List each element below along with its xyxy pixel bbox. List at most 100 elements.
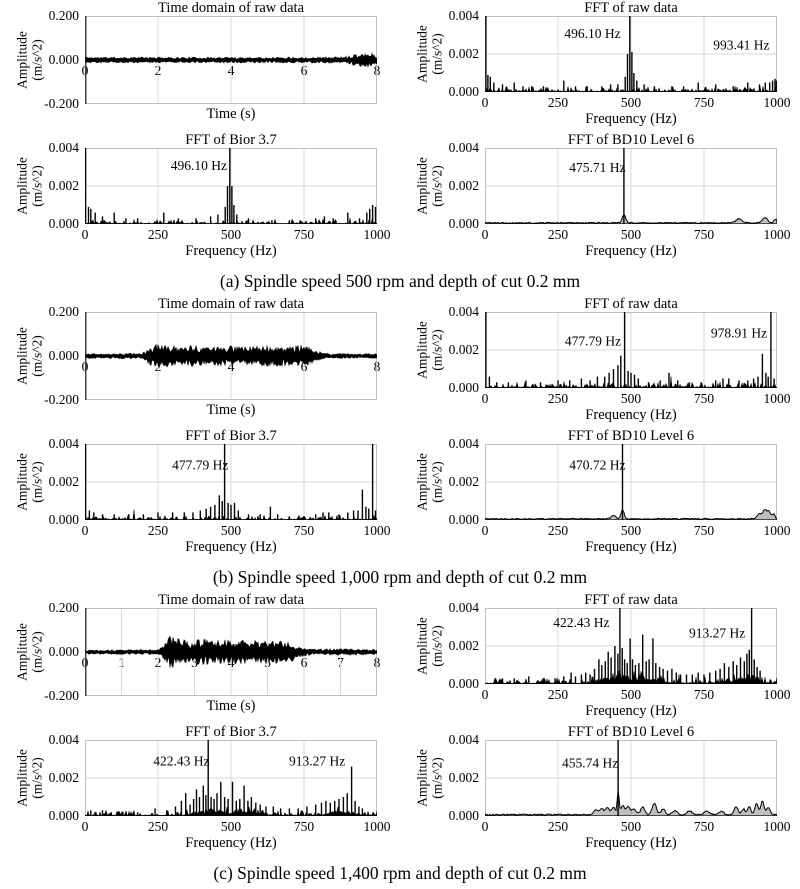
x-tick-label: 1000 [763,523,791,538]
y-tick-label: 0.002 [448,638,479,653]
plot-canvas: 496.10 Hz [85,148,377,224]
y-tick-label: 0.000 [448,84,479,99]
y-tick-label: -0.200 [44,96,79,111]
x-tick-label: 750 [693,523,715,538]
y-tick-label: 0.000 [448,676,479,691]
y-tick-label: 0.002 [448,770,479,785]
x-tick-label: 0 [481,819,489,834]
plot-canvas [85,312,377,400]
y-tick-label: 0.004 [448,436,479,451]
chart-title: FFT of raw data [584,0,678,16]
x-tick-label: 250 [547,391,569,406]
peak-annotation: 993.41 Hz [713,37,769,52]
x-tick-label: 500 [620,227,642,242]
caption-a: (a) Spindle speed 500 rpm and depth of c… [219,271,581,291]
x-tick-label: 0 [481,227,489,242]
peak-annotation: 496.10 Hz [564,26,620,41]
x-tick-label: 0 [481,95,489,110]
y-tick-label: 0.000 [48,216,79,231]
chart-c-fft-bd10: FFT of BD10 Level 6 Amplitude (m/s^2) 0.004… [400,724,800,860]
chart-c-fft-bior: FFT of Bior 3.7 Amplitude (m/s^2) 0.004 0.00… [0,724,400,860]
chart-a-fft-bior: FFT of Bior 3.7 Amplitude (m/s^2) 0.004 0.00… [0,132,400,268]
x-tick-label: 750 [293,523,315,538]
section-b-grid: Time domain of raw data Amplitude (m/s^2) 0… [0,296,800,564]
x-axis-label: Time (s) [206,106,256,122]
y-tick-label: 0.004 [48,140,79,155]
caption-b: (b) Spindle speed 1,000 rpm and depth of… [212,567,588,587]
plot-area: 496.10 Hz [85,148,377,224]
y-tick-label: 0.004 [448,140,479,155]
plot-area [85,312,377,400]
x-tick-label: 750 [693,227,715,242]
x-tick-label: 250 [547,523,569,538]
plot-canvas: 477.79 Hz [85,444,377,520]
y-tick-label: 0.004 [448,732,479,747]
section-c: Time domain of raw data Amplitude (m/s^2) 0… [0,592,800,888]
y-tick-label: 0.004 [448,8,479,23]
x-tick-label: 0 [481,391,489,406]
y-tick-label: 0.000 [48,348,79,363]
chart-b-time-domain: Time domain of raw data Amplitude (m/s^2) 0… [0,296,400,428]
x-tick-label: 500 [620,391,642,406]
chart-title: FFT of raw data [584,296,678,312]
x-axis-label: Frequency (Hz) [585,835,677,851]
chart-c-time-domain: Time domain of raw data Amplitude (m/s^2) 0… [0,592,400,724]
x-tick-label: 1000 [763,687,791,702]
x-tick-label: 250 [147,227,169,242]
section-a-grid: Time domain of raw data Amplitude (m/s^2) 0… [0,0,800,268]
x-tick-label: 500 [620,95,642,110]
x-tick-label: 750 [693,687,715,702]
plot-area [85,16,377,104]
y-tick-label: -0.200 [44,392,79,407]
x-axis-label: Frequency (Hz) [585,539,677,555]
x-axis-label: Frequency (Hz) [585,703,677,719]
section-c-grid: Time domain of raw data Amplitude (m/s^2) 0… [0,592,800,860]
plot-area: 496.10 Hz 993.41 Hz [485,16,777,92]
x-axis-label: Frequency (Hz) [585,111,677,127]
plot-canvas: 475.71 Hz [485,148,777,224]
peak-annotation: 470.72 Hz [569,458,625,473]
y-tick-label: 0.000 [448,216,479,231]
x-tick-label: 250 [147,523,169,538]
x-tick-label: 1000 [763,819,791,834]
x-tick-label: 0 [81,819,89,834]
x-axis-label: Frequency (Hz) [585,243,677,259]
chart-title: Time domain of raw data [157,0,305,16]
plot-canvas [85,16,377,104]
x-tick-label: 750 [693,391,715,406]
y-tick-label: 0.002 [448,178,479,193]
peak-annotation: 496.10 Hz [171,158,227,173]
x-tick-label: 250 [547,687,569,702]
x-tick-label: 0 [481,523,489,538]
x-tick-label: 1000 [363,227,391,242]
y-tick-label: 0.200 [48,8,79,23]
chart-a-fft-bd10: FFT of BD10 Level 6 Amplitude (m/s^2) 0.004… [400,132,800,268]
y-tick-label: 0.004 [48,732,79,747]
x-tick-label: 250 [147,819,169,834]
peak-annotation: 422.43 Hz [153,754,209,769]
y-tick-label: 0.000 [448,808,479,823]
peak-annotation: 477.79 Hz [565,333,621,348]
chart-b-fft-raw: FFT of raw data Amplitude (m/s^2) 0.004 0.00… [400,296,800,428]
chart-title: FFT of BD10 Level 6 [567,428,695,444]
chart-title: FFT of Bior 3.7 [185,724,277,740]
y-tick-label: 0.004 [48,436,79,451]
plot-area: 477.79 Hz [85,444,377,520]
plot-canvas: 470.72 Hz [485,444,777,520]
y-tick-label: 0.002 [448,46,479,61]
x-tick-label: 1000 [763,95,791,110]
x-axis-label: Time (s) [206,402,256,418]
x-tick-label: 250 [547,95,569,110]
peak-annotation: 475.71 Hz [569,160,625,175]
x-tick-label: 750 [293,227,315,242]
x-tick-label: 500 [220,227,242,242]
chart-title: Time domain of raw data [157,592,305,608]
peak-annotation: 477.79 Hz [172,458,228,473]
plot-area: 422.43 Hz 913.27 Hz [485,608,777,684]
peak-annotation: 913.27 Hz [689,626,745,641]
chart-title: FFT of BD10 Level 6 [567,724,695,740]
chart-c-fft-raw: FFT of raw data Amplitude (m/s^2) 0.004 0.00… [400,592,800,724]
chart-title: FFT of raw data [584,592,678,608]
y-tick-label: 0.000 [448,512,479,527]
y-tick-label: 0.000 [48,808,79,823]
